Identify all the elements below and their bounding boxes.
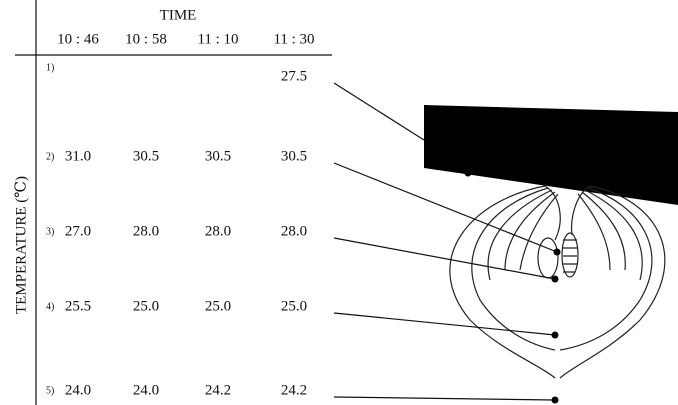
organ xyxy=(538,238,558,278)
axis-label: TEMPERATURE (℃) xyxy=(13,176,29,314)
cell-value: 24.2 xyxy=(205,382,231,398)
row-label: 1) xyxy=(46,62,54,73)
arc xyxy=(578,194,610,270)
specimen-diagram xyxy=(424,105,678,378)
cell-value: 25.5 xyxy=(65,298,91,314)
arc xyxy=(572,186,590,235)
leader-line xyxy=(334,83,424,140)
cell-value: 30.5 xyxy=(205,148,231,164)
time-label: 11 : 10 xyxy=(197,31,238,47)
probe-dot xyxy=(552,397,559,404)
hatching xyxy=(563,240,577,272)
row-label: 3) xyxy=(46,226,54,237)
row-label: 2) xyxy=(46,151,54,162)
time-title: TIME xyxy=(160,7,197,23)
cell-value: 24.0 xyxy=(133,382,159,398)
time-label: 11 : 30 xyxy=(273,31,314,47)
cell-value: 30.5 xyxy=(133,148,159,164)
cell-value: 28.0 xyxy=(205,223,231,239)
probe-dot xyxy=(552,276,559,283)
cell-value: 27.0 xyxy=(65,223,91,239)
arc xyxy=(450,186,555,378)
row-label: 5) xyxy=(46,385,54,396)
time-label: 10 : 58 xyxy=(125,31,167,47)
cell-value: 25.0 xyxy=(281,298,307,314)
time-label: 10 : 46 xyxy=(57,31,99,47)
cell-value: 30.5 xyxy=(281,148,307,164)
cell-value: 24.2 xyxy=(281,382,307,398)
leader-line xyxy=(334,313,555,335)
cell-value: 31.0 xyxy=(65,148,91,164)
arc xyxy=(472,188,555,350)
cell-value: 27.5 xyxy=(281,68,307,84)
cell-value: 28.0 xyxy=(281,223,307,239)
cell-value: 28.0 xyxy=(133,223,159,239)
probe-dot xyxy=(554,249,561,256)
cell-value: 25.0 xyxy=(133,298,159,314)
figure: TIME TEMPERATURE (℃) 10 : 46 10 : 58 11 : … xyxy=(0,0,678,405)
cell-value: 25.0 xyxy=(205,298,231,314)
probe-dot xyxy=(552,332,559,339)
leader-line xyxy=(334,397,555,400)
dot xyxy=(465,170,472,177)
cell-value: 24.0 xyxy=(65,382,91,398)
row-label: 4) xyxy=(46,301,54,312)
